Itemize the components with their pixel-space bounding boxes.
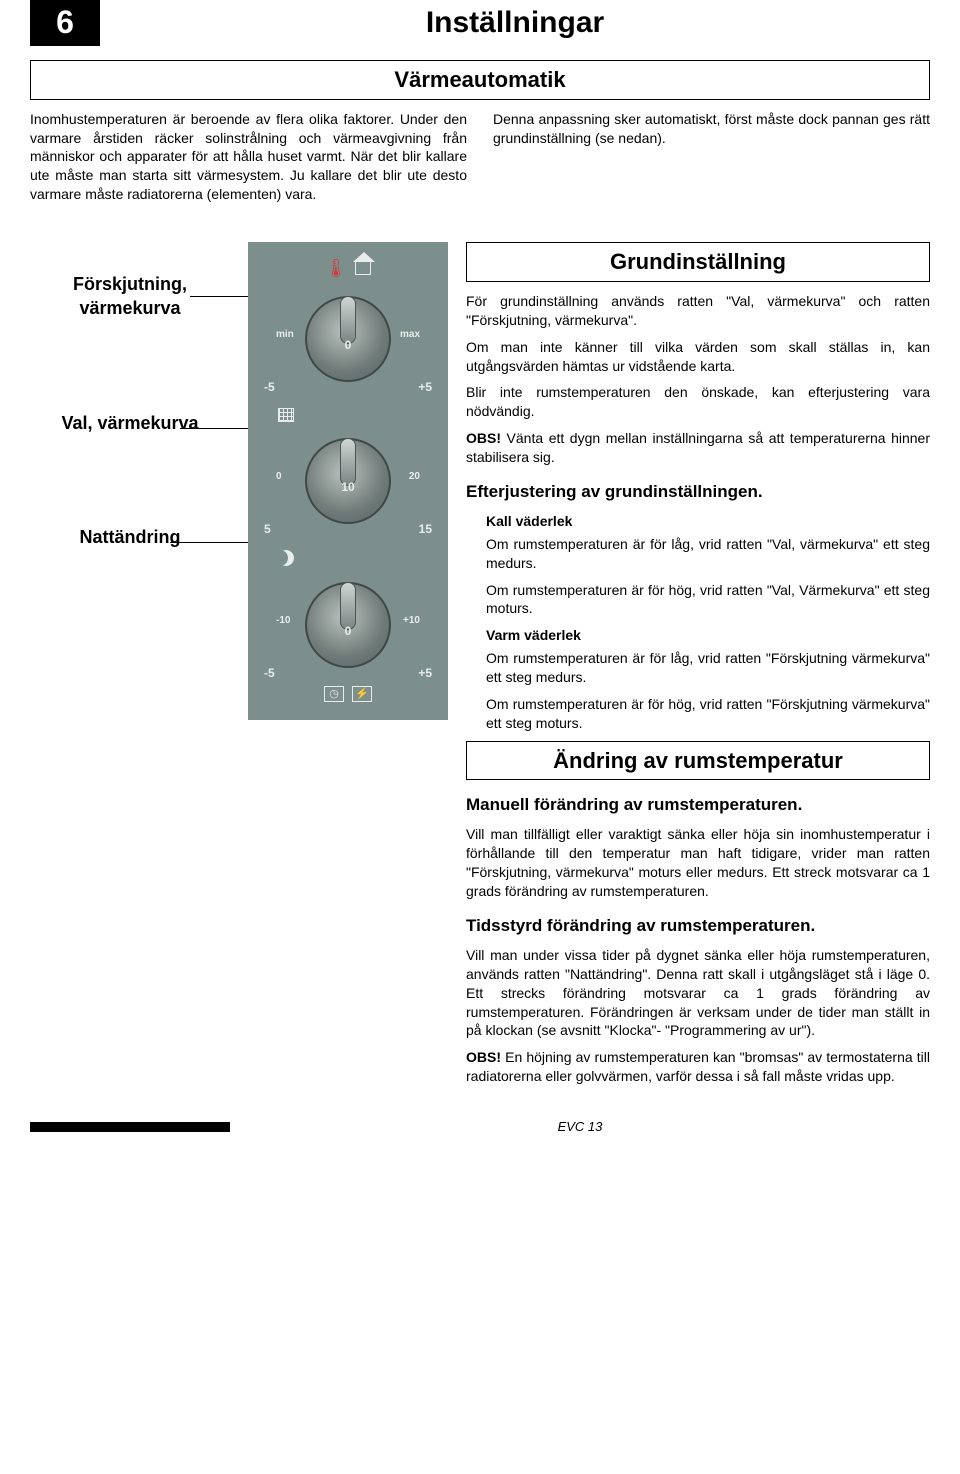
varm-p1: Om rumstemperaturen är för låg, vrid rat… — [486, 649, 930, 687]
varm-p2: Om rumstemperaturen är för hög, vrid rat… — [486, 695, 930, 733]
thermometer-icon: 🌡 — [325, 256, 348, 280]
page-title: Inställningar — [100, 0, 930, 46]
house-icon — [355, 261, 371, 275]
section-grundinstallning-title: Grundinställning — [466, 242, 930, 282]
grund-p1: För grundinställning används ratten "Val… — [466, 292, 930, 330]
kall-vaderlek-label: Kall väderlek — [486, 512, 930, 531]
intro-right-text: Denna anpassning sker automatiskt, först… — [493, 110, 930, 148]
page-footer: EVC 13 — [30, 1118, 930, 1136]
grund-p3: Blir inte rumstemperaturen den önskade, … — [466, 383, 930, 421]
right-text-column: Grundinställning För grundinställning an… — [466, 242, 930, 1094]
flash-symbol-icon: ⚡ — [352, 686, 372, 702]
manuell-p: Vill man tillfälligt eller varaktigt sän… — [466, 825, 930, 901]
dial-labels-column: Förskjutning, värmekurva Val, värmekurva… — [30, 242, 230, 549]
footer-text: EVC 13 — [230, 1118, 930, 1136]
label-val: Val, värmekurva — [30, 411, 230, 435]
kall-p1: Om rumstemperaturen är för låg, vrid rat… — [486, 535, 930, 573]
grund-p4: OBS! Vänta ett dygn mellan inställningar… — [466, 429, 930, 467]
intro-columns: Inomhustemperaturen är beroende av flera… — [30, 110, 930, 212]
dial-natt-group: 0 -5 +5 -10 +10 ◷ ⚡ — [258, 550, 438, 702]
page-header: 6 Inställningar — [30, 0, 930, 46]
dial-forskjutning-group: 🌡 0 -5 +5 min max — [258, 256, 438, 394]
panel-bottom-symbols: ◷ ⚡ — [258, 686, 438, 702]
tidsstyrd-p: Vill man under vissa tider på dygnet sän… — [466, 946, 930, 1040]
section-andring-title: Ändring av rumstemperatur — [466, 741, 930, 781]
page-number: 6 — [30, 0, 100, 46]
tidsstyrd-title: Tidsstyrd förändring av rumstemperaturen… — [466, 915, 930, 938]
section-varmeautomatik-title: Värmeautomatik — [30, 60, 930, 100]
grid-icon — [278, 408, 294, 422]
clock-symbol-icon: ◷ — [324, 686, 344, 702]
manuell-title: Manuell förändring av rumstemperaturen. — [466, 794, 930, 817]
grund-p2: Om man inte känner till vilka värden som… — [466, 338, 930, 376]
obs-p: OBS! En höjning av rumstemperaturen kan … — [466, 1048, 930, 1086]
kall-p2: Om rumstemperaturen är för hög, vrid rat… — [486, 581, 930, 619]
footer-blackbar — [30, 1122, 230, 1132]
varm-vaderlek-label: Varm väderlek — [486, 626, 930, 645]
control-panel: 🌡 0 -5 +5 min max — [248, 242, 448, 720]
intro-left-text: Inomhustemperaturen är beroende av flera… — [30, 110, 467, 204]
moon-icon — [278, 550, 294, 566]
dial-val-group: 10 5 15 0 20 — [258, 408, 438, 536]
efterjustering-title: Efterjustering av grundinställningen. — [466, 481, 930, 504]
label-nattandring: Nattändring — [30, 525, 230, 549]
